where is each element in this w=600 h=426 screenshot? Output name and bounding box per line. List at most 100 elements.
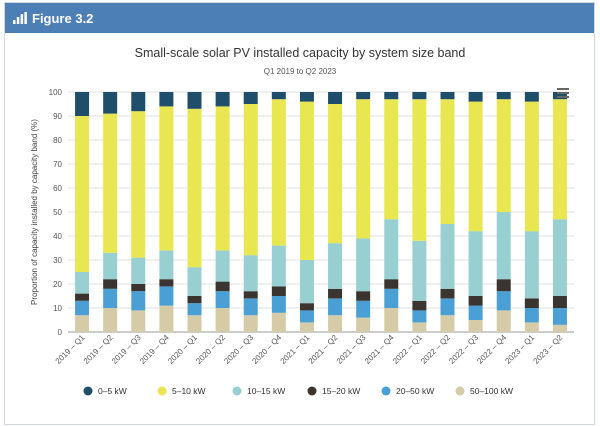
bar-segment[interactable] (440, 288, 455, 299)
bar-segment[interactable] (75, 92, 90, 116)
bar-segment[interactable] (159, 106, 174, 251)
bar-segment[interactable] (412, 310, 427, 323)
bar-segment[interactable] (440, 99, 455, 224)
bar-segment[interactable] (328, 92, 343, 104)
bar-segment[interactable] (131, 291, 146, 311)
bar-segment[interactable] (384, 279, 399, 289)
bar-segment[interactable] (271, 92, 286, 100)
bar-segment[interactable] (328, 104, 343, 244)
bar-segment[interactable] (243, 104, 258, 256)
legend-item[interactable]: 20–50 kW (381, 386, 435, 396)
bar-segment[interactable] (103, 92, 118, 114)
bar-segment[interactable] (356, 291, 371, 301)
bar-segment[interactable] (552, 324, 567, 332)
bar-segment[interactable] (552, 99, 567, 220)
bar-segment[interactable] (131, 92, 146, 112)
bar-segment[interactable] (356, 92, 371, 100)
bar-segment[interactable] (440, 224, 455, 289)
legend-item[interactable]: 5–10 kW (157, 386, 206, 396)
bar-segment[interactable] (271, 99, 286, 246)
bar-segment[interactable] (215, 308, 230, 332)
bar-segment[interactable] (328, 315, 343, 332)
chart-menu-button[interactable] (554, 86, 572, 100)
bar-segment[interactable] (243, 255, 258, 292)
bar-segment[interactable] (243, 291, 258, 299)
bar-segment[interactable] (103, 308, 118, 332)
bar-segment[interactable] (496, 291, 511, 311)
bar-segment[interactable] (271, 245, 286, 287)
bar-segment[interactable] (496, 212, 511, 280)
bar-segment[interactable] (243, 92, 258, 104)
bar-segment[interactable] (412, 92, 427, 100)
bar-segment[interactable] (384, 308, 399, 332)
bar-segment[interactable] (187, 92, 202, 109)
bar-segment[interactable] (440, 298, 455, 316)
bar-segment[interactable] (299, 303, 314, 311)
bar-segment[interactable] (524, 298, 539, 308)
bar-segment[interactable] (496, 279, 511, 292)
bar-segment[interactable] (75, 315, 90, 332)
bar-segment[interactable] (243, 298, 258, 316)
bar-segment[interactable] (131, 111, 146, 258)
bar-segment[interactable] (159, 279, 174, 287)
bar-segment[interactable] (187, 303, 202, 316)
bar-segment[interactable] (552, 219, 567, 296)
bar-segment[interactable] (299, 92, 314, 102)
legend-item[interactable]: 15–20 kW (307, 386, 361, 396)
bar-segment[interactable] (412, 240, 427, 301)
bar-segment[interactable] (215, 92, 230, 107)
bar-segment[interactable] (215, 106, 230, 251)
bar-segment[interactable] (103, 279, 118, 289)
bar-segment[interactable] (103, 288, 118, 308)
bar-segment[interactable] (299, 260, 314, 304)
bar-segment[interactable] (243, 315, 258, 332)
bar-segment[interactable] (75, 293, 90, 301)
bar-segment[interactable] (468, 305, 483, 320)
bar-segment[interactable] (524, 322, 539, 332)
bar-segment[interactable] (328, 288, 343, 299)
legend-item[interactable]: 50–100 kW (455, 386, 514, 396)
bar-segment[interactable] (440, 92, 455, 100)
bar-segment[interactable] (356, 238, 371, 292)
bar-segment[interactable] (159, 250, 174, 280)
bar-segment[interactable] (356, 317, 371, 332)
bar-segment[interactable] (215, 281, 230, 292)
bar-segment[interactable] (328, 298, 343, 316)
bar-segment[interactable] (103, 252, 118, 280)
bar-segment[interactable] (131, 310, 146, 332)
bar-segment[interactable] (468, 231, 483, 296)
bar-segment[interactable] (524, 101, 539, 232)
bar-segment[interactable] (440, 315, 455, 332)
bar-segment[interactable] (412, 99, 427, 241)
bar-segment[interactable] (299, 322, 314, 332)
bar-segment[interactable] (468, 92, 483, 102)
bar-segment[interactable] (187, 315, 202, 332)
bar-segment[interactable] (215, 291, 230, 308)
bar-segment[interactable] (187, 108, 202, 268)
bar-segment[interactable] (75, 272, 90, 294)
bar-segment[interactable] (496, 310, 511, 332)
bar-segment[interactable] (131, 284, 146, 292)
bar-segment[interactable] (412, 322, 427, 332)
bar-segment[interactable] (524, 92, 539, 102)
bar-segment[interactable] (356, 99, 371, 239)
bar-segment[interactable] (552, 308, 567, 325)
bar-segment[interactable] (468, 296, 483, 306)
bar-segment[interactable] (131, 257, 146, 284)
bar-segment[interactable] (103, 113, 118, 253)
bar-segment[interactable] (384, 288, 399, 308)
bar-segment[interactable] (384, 99, 399, 220)
bar-segment[interactable] (271, 296, 286, 313)
bar-segment[interactable] (496, 99, 511, 212)
bar-segment[interactable] (187, 267, 202, 296)
bar-segment[interactable] (159, 286, 174, 306)
bar-segment[interactable] (299, 101, 314, 260)
bar-segment[interactable] (159, 92, 174, 107)
bar-segment[interactable] (328, 243, 343, 289)
legend-item[interactable]: 10–15 kW (232, 386, 286, 396)
bar-segment[interactable] (552, 296, 567, 308)
bar-segment[interactable] (75, 300, 90, 316)
bar-segment[interactable] (299, 310, 314, 323)
bar-segment[interactable] (187, 296, 202, 304)
bar-segment[interactable] (552, 92, 567, 100)
